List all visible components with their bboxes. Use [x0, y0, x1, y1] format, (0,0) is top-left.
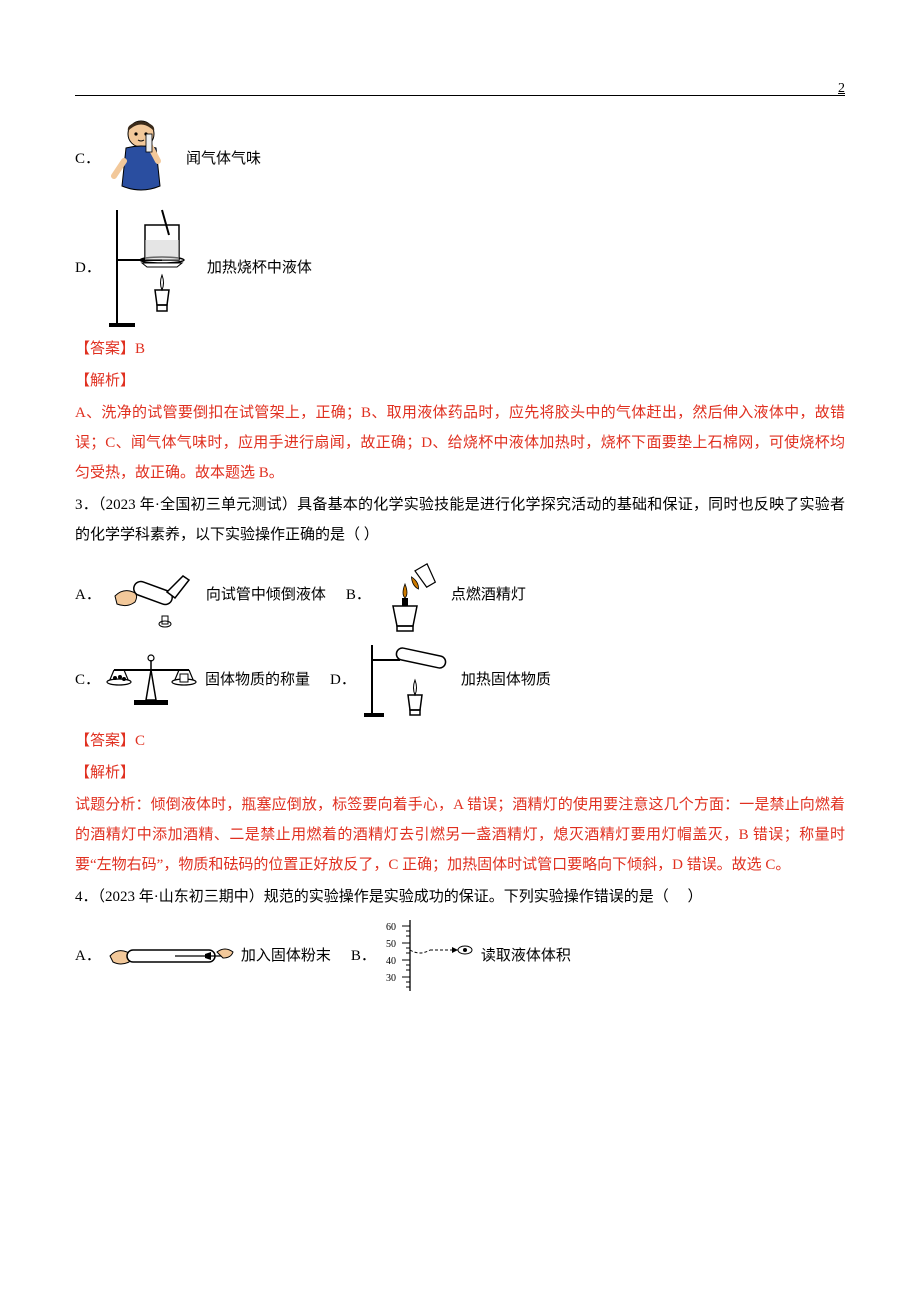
q4-option-a: A． 加入固体粉末 [75, 936, 331, 976]
q-prev-option-c: C． 闻气体气味 [75, 116, 845, 201]
q3-option-d: D． 加热固体物质 [330, 640, 551, 720]
q4-stem: 4．（2023 年·山东初三期中）规范的实验操作是实验成功的保证。下列实验操作错… [75, 882, 845, 912]
option-label: C． [75, 665, 100, 695]
option-label: D． [330, 665, 356, 695]
balance-scale-icon [104, 650, 199, 710]
q3-stem: 3．（2023 年·全国初三单元测试）具备基本的化学实验技能是进行化学探究活动的… [75, 490, 845, 550]
q3-option-b: B． 点燃酒精灯 [346, 556, 526, 634]
q3-option-c: C． 固体物质的称量 [75, 650, 310, 710]
option-label: C． [75, 144, 100, 174]
add-powder-icon [105, 936, 235, 976]
smell-gas-icon [106, 116, 176, 201]
option-label: D． [75, 253, 101, 283]
graduated-cylinder-icon: 60 50 40 30 [380, 918, 475, 993]
q-prev-option-d: D． 加热烧杯中液体 [75, 205, 845, 330]
option-label: B． [346, 580, 371, 610]
q3-options-row2: C． 固体物质的称量 D． [75, 640, 845, 720]
answer-label: 【答案】B [75, 334, 845, 364]
heat-solid-icon [360, 640, 455, 720]
q4-options-row1: A． 加入固体粉末 B． [75, 918, 845, 993]
q3-answer-label: 【答案】C [75, 726, 845, 756]
page-number: 2 [838, 75, 845, 103]
header-rule [75, 95, 845, 96]
option-text: 加热烧杯中液体 [207, 253, 312, 283]
cyl-tick-40: 40 [386, 956, 396, 967]
cyl-tick-60: 60 [386, 922, 396, 933]
heat-beaker-icon [107, 205, 197, 330]
q3-options-row1: A． 向试管中倾倒液体 B． 点燃酒精灯 [75, 556, 845, 634]
light-lamp-icon [375, 556, 445, 634]
option-text: 加入固体粉末 [241, 941, 331, 971]
cyl-tick-50: 50 [386, 939, 396, 950]
option-text: 加热固体物质 [461, 665, 551, 695]
option-text: 点燃酒精灯 [451, 580, 526, 610]
option-text: 向试管中倾倒液体 [206, 580, 326, 610]
option-label: B． [351, 941, 376, 971]
option-label: A． [75, 941, 101, 971]
option-text: 闻气体气味 [186, 144, 261, 174]
q3-analysis-text: 试题分析：倾倒液体时，瓶塞应倒放，标签要向着手心，A 错误；酒精灯的使用要注意这… [75, 790, 845, 880]
option-text: 固体物质的称量 [205, 665, 310, 695]
q3-option-a: A． 向试管中倾倒液体 [75, 556, 326, 634]
option-label: A． [75, 580, 101, 610]
pour-liquid-icon [105, 556, 200, 634]
analysis-label: 【解析】 [75, 366, 845, 396]
q4-option-b: B． 60 50 [351, 918, 571, 993]
q3-analysis-label: 【解析】 [75, 758, 845, 788]
analysis-text: A、洗净的试管要倒扣在试管架上，正确；B、取用液体药品时，应先将胶头中的气体赶出… [75, 398, 845, 488]
option-text: 读取液体体积 [481, 941, 571, 971]
cyl-tick-30: 30 [386, 973, 396, 984]
